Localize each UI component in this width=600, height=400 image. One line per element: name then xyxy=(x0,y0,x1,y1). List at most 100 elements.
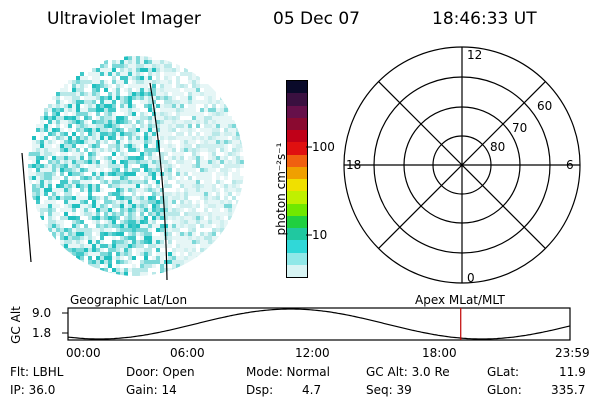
uv-pixel xyxy=(108,224,112,228)
uv-pixel xyxy=(100,268,104,272)
uv-pixel xyxy=(180,172,184,176)
uv-pixel xyxy=(216,164,220,168)
uv-pixel xyxy=(56,184,60,188)
uv-pixel xyxy=(100,72,104,76)
uv-pixel xyxy=(36,204,40,208)
uv-pixel xyxy=(220,216,224,220)
uv-pixel xyxy=(152,216,156,220)
uv-pixel xyxy=(152,180,156,184)
uv-pixel xyxy=(100,232,104,236)
uv-pixel xyxy=(168,228,172,232)
uv-pixel xyxy=(84,180,88,184)
uv-pixel xyxy=(72,120,76,124)
uv-pixel xyxy=(184,88,188,92)
uv-pixel xyxy=(72,204,76,208)
uv-pixel xyxy=(120,84,124,88)
uv-pixel xyxy=(120,108,124,112)
uv-pixel xyxy=(152,204,156,208)
uv-pixel xyxy=(204,124,208,128)
uv-pixel xyxy=(172,208,176,212)
uv-pixel xyxy=(180,208,184,212)
uv-pixel xyxy=(120,132,124,136)
mlt-label-12: 12 xyxy=(467,48,482,62)
uv-pixel xyxy=(196,204,200,208)
uv-pixel xyxy=(124,268,128,272)
uv-pixel xyxy=(132,264,136,268)
uv-pixel xyxy=(112,164,116,168)
uv-pixel xyxy=(184,100,188,104)
uv-pixel xyxy=(68,92,72,96)
uv-pixel xyxy=(144,104,148,108)
uv-pixel xyxy=(224,200,228,204)
uv-pixel xyxy=(56,136,60,140)
uv-pixel xyxy=(220,120,224,124)
uv-pixel xyxy=(120,192,124,196)
uv-pixel xyxy=(124,244,128,248)
uv-pixel xyxy=(104,136,108,140)
uv-pixel xyxy=(164,196,168,200)
uv-pixel xyxy=(112,76,116,80)
uv-pixel xyxy=(80,232,84,236)
uv-pixel xyxy=(164,132,168,136)
uv-pixel xyxy=(200,160,204,164)
uv-pixel xyxy=(200,144,204,148)
uv-pixel xyxy=(100,228,104,232)
uv-pixel xyxy=(140,88,144,92)
uv-pixel xyxy=(220,112,224,116)
uv-pixel xyxy=(72,104,76,108)
uv-pixel xyxy=(176,192,180,196)
uv-pixel xyxy=(80,136,84,140)
uv-pixel xyxy=(152,260,156,264)
uv-pixel xyxy=(116,244,120,248)
uv-pixel xyxy=(172,156,176,160)
uv-pixel xyxy=(120,148,124,152)
uv-pixel xyxy=(96,76,100,80)
uv-pixel xyxy=(140,76,144,80)
uv-pixel xyxy=(72,240,76,244)
uv-pixel xyxy=(80,132,84,136)
uv-pixel xyxy=(104,200,108,204)
uv-pixel xyxy=(192,184,196,188)
uv-pixel xyxy=(60,152,64,156)
uv-pixel xyxy=(164,64,168,68)
uv-pixel xyxy=(72,228,76,232)
uv-pixel xyxy=(184,136,188,140)
uv-pixel xyxy=(64,236,68,240)
uv-pixel xyxy=(196,220,200,224)
uv-pixel xyxy=(132,148,136,152)
uv-pixel xyxy=(232,132,236,136)
uv-pixel xyxy=(176,168,180,172)
uv-pixel xyxy=(200,220,204,224)
uv-pixel xyxy=(104,96,108,100)
uv-pixel xyxy=(212,140,216,144)
uv-pixel xyxy=(96,248,100,252)
uv-pixel xyxy=(200,176,204,180)
gain-info: Gain: 14 xyxy=(126,383,177,397)
uv-pixel xyxy=(184,224,188,228)
uv-pixel xyxy=(128,112,132,116)
uv-pixel xyxy=(108,84,112,88)
uv-pixel xyxy=(88,192,92,196)
orbit-x-tick-0600: 06:00 xyxy=(170,346,205,360)
uv-pixel xyxy=(196,256,200,260)
uv-pixel xyxy=(220,156,224,160)
uv-pixel xyxy=(92,80,96,84)
uv-pixel xyxy=(160,208,164,212)
uv-pixel xyxy=(92,136,96,140)
uv-pixel xyxy=(120,268,124,272)
ip-info: IP: 36.0 xyxy=(10,383,56,397)
uv-pixel xyxy=(208,156,212,160)
uv-pixel xyxy=(128,76,132,80)
uv-pixel xyxy=(180,224,184,228)
uv-pixel xyxy=(144,252,148,256)
uv-pixel xyxy=(68,80,72,84)
uv-pixel xyxy=(124,216,128,220)
uv-pixel xyxy=(212,240,216,244)
uv-pixel xyxy=(220,220,224,224)
uv-pixel xyxy=(212,188,216,192)
uv-pixel xyxy=(68,180,72,184)
uv-pixel xyxy=(108,260,112,264)
uv-pixel xyxy=(136,248,140,252)
uv-pixel xyxy=(116,80,120,84)
uv-pixel xyxy=(104,88,108,92)
